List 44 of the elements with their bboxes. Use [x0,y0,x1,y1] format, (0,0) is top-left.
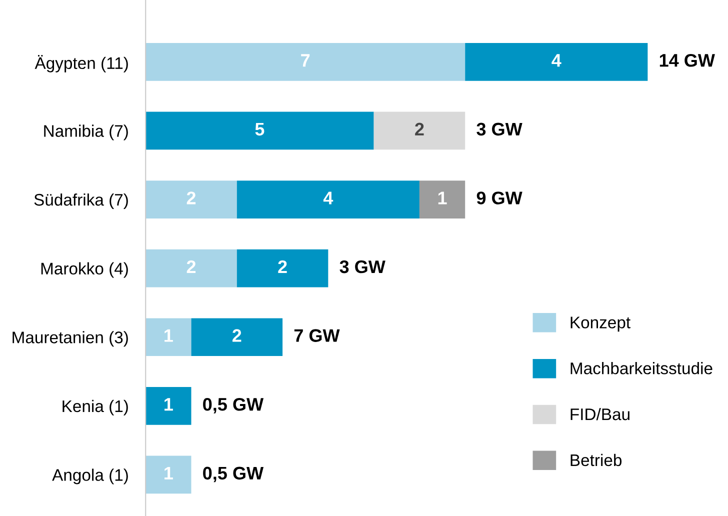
legend-label: Machbarkeitsstudie [570,362,712,374]
y-tick-label: Mauretanien (3) [12,331,128,347]
bar [146,249,237,288]
y-tick-label: Kenia (1) [62,400,128,416]
data-label: 1 [438,192,447,204]
bar [146,112,374,150]
data-label: 1 [164,398,173,411]
annotation: 3 GW [340,260,386,274]
bar [146,387,192,425]
data-label: 5 [255,122,264,136]
data-label: 2 [186,192,196,204]
bar [419,180,466,218]
data-label: 1 [164,466,173,480]
legend-label: FID/Bau [570,408,630,420]
y-tick-label: Südafrika (7) [34,193,128,210]
y-tick-label: Angola (1) [52,468,128,484]
bar [465,43,648,81]
y-tick-label: Namibia (7) [44,124,128,140]
data-label: 1 [164,329,173,342]
data-label: 2 [232,329,242,342]
annotation: 9 GW [476,192,522,204]
annotation: 7 GW [294,329,340,342]
data-label: 4 [552,54,562,67]
bar [191,318,283,356]
data-label: 2 [278,260,287,273]
legend-label: Betrieb [570,454,622,466]
bar [236,249,328,288]
bar [236,180,420,218]
bar [146,456,192,494]
data-label: 2 [186,260,196,273]
bar [146,180,237,218]
y-tick-label: Marokko (4) [41,262,128,278]
data-label: 7 [301,54,310,67]
annotation: 0,5 GW [203,398,264,414]
data-label: 2 [415,122,424,136]
y-tick-label: Ägypten (11) [34,54,128,72]
data-label: 4 [323,192,334,204]
annotation: 0,5 GW [203,466,264,482]
bar [146,43,466,81]
annotation: 3 GW [476,122,522,136]
bar [374,112,466,150]
annotation: 14 GW [660,54,715,67]
bar [146,318,192,356]
legend-label: Konzept [570,316,630,332]
